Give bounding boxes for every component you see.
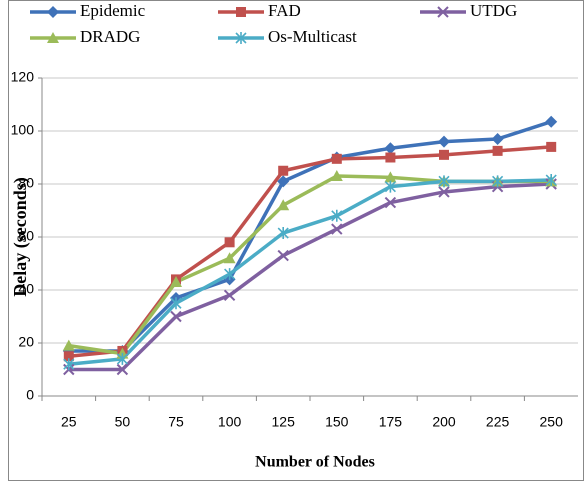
legend-label: UTDG	[470, 1, 517, 20]
data-point	[331, 153, 342, 164]
legend-label: FAD	[268, 1, 301, 20]
data-point	[439, 149, 449, 160]
data-point	[116, 363, 129, 376]
data-point	[384, 180, 396, 193]
data-point	[492, 145, 503, 156]
legend-marker	[236, 7, 246, 17]
x-tick-label: 75	[168, 414, 184, 430]
data-point	[170, 297, 182, 310]
x-tick-label: 100	[218, 414, 242, 430]
x-tick-label: 25	[61, 414, 77, 430]
x-tick-label: 50	[115, 414, 131, 430]
y-tick-label: 80	[18, 175, 34, 191]
legend-marker	[47, 32, 59, 43]
data-point	[545, 115, 558, 128]
data-point	[384, 196, 397, 209]
data-point	[492, 175, 504, 188]
y-tick-label: 0	[26, 387, 34, 403]
x-tick-label: 175	[379, 414, 403, 430]
series-line	[68, 145, 552, 358]
data-point	[223, 252, 236, 264]
legend-marker	[47, 6, 59, 18]
data-point	[277, 249, 289, 262]
legend-label: DRADG	[80, 27, 140, 46]
x-tick-label: 150	[325, 414, 349, 430]
data-point	[62, 339, 75, 351]
data-point	[170, 310, 182, 323]
data-point	[438, 135, 450, 148]
data-point	[385, 152, 396, 163]
series-line	[68, 182, 552, 372]
data-point	[116, 352, 128, 365]
x-tick-label: 200	[432, 414, 456, 430]
data-point	[277, 227, 289, 240]
y-tick-label: 20	[18, 334, 34, 350]
data-point	[546, 141, 557, 152]
data-point	[331, 209, 343, 222]
data-point	[223, 289, 236, 302]
y-axis-title: Delay (seconds)	[10, 177, 31, 297]
legend-marker	[437, 6, 449, 18]
x-axis-title: Number of Nodes	[255, 454, 375, 471]
data-point	[63, 358, 75, 371]
data-point	[224, 268, 236, 281]
data-point	[330, 170, 343, 182]
data-point	[277, 175, 290, 188]
series-line	[68, 120, 552, 353]
data-point	[224, 237, 235, 248]
data-point	[384, 171, 397, 183]
series-line	[68, 178, 552, 366]
data-point	[331, 223, 343, 235]
data-point	[384, 142, 397, 155]
x-tick-label: 250	[540, 414, 564, 430]
y-tick-label: 60	[18, 228, 34, 244]
y-tick-label: 120	[11, 69, 35, 85]
y-tick-label: 100	[11, 122, 35, 138]
y-tick-label: 40	[18, 281, 34, 297]
data-point	[545, 174, 557, 187]
x-tick-label: 225	[486, 414, 510, 430]
chart-frame	[8, 0, 584, 481]
data-point	[278, 165, 289, 176]
x-tick-label: 125	[272, 414, 296, 430]
data-point	[170, 276, 182, 288]
legend-marker	[235, 32, 247, 44]
data-point	[277, 199, 290, 211]
series-line	[68, 174, 552, 356]
data-point	[438, 175, 450, 188]
legend-label: Epidemic	[80, 1, 146, 20]
legend-label: Os-Multicast	[268, 27, 357, 46]
data-point	[438, 186, 450, 198]
data-point	[63, 351, 74, 362]
data-point	[491, 132, 504, 145]
